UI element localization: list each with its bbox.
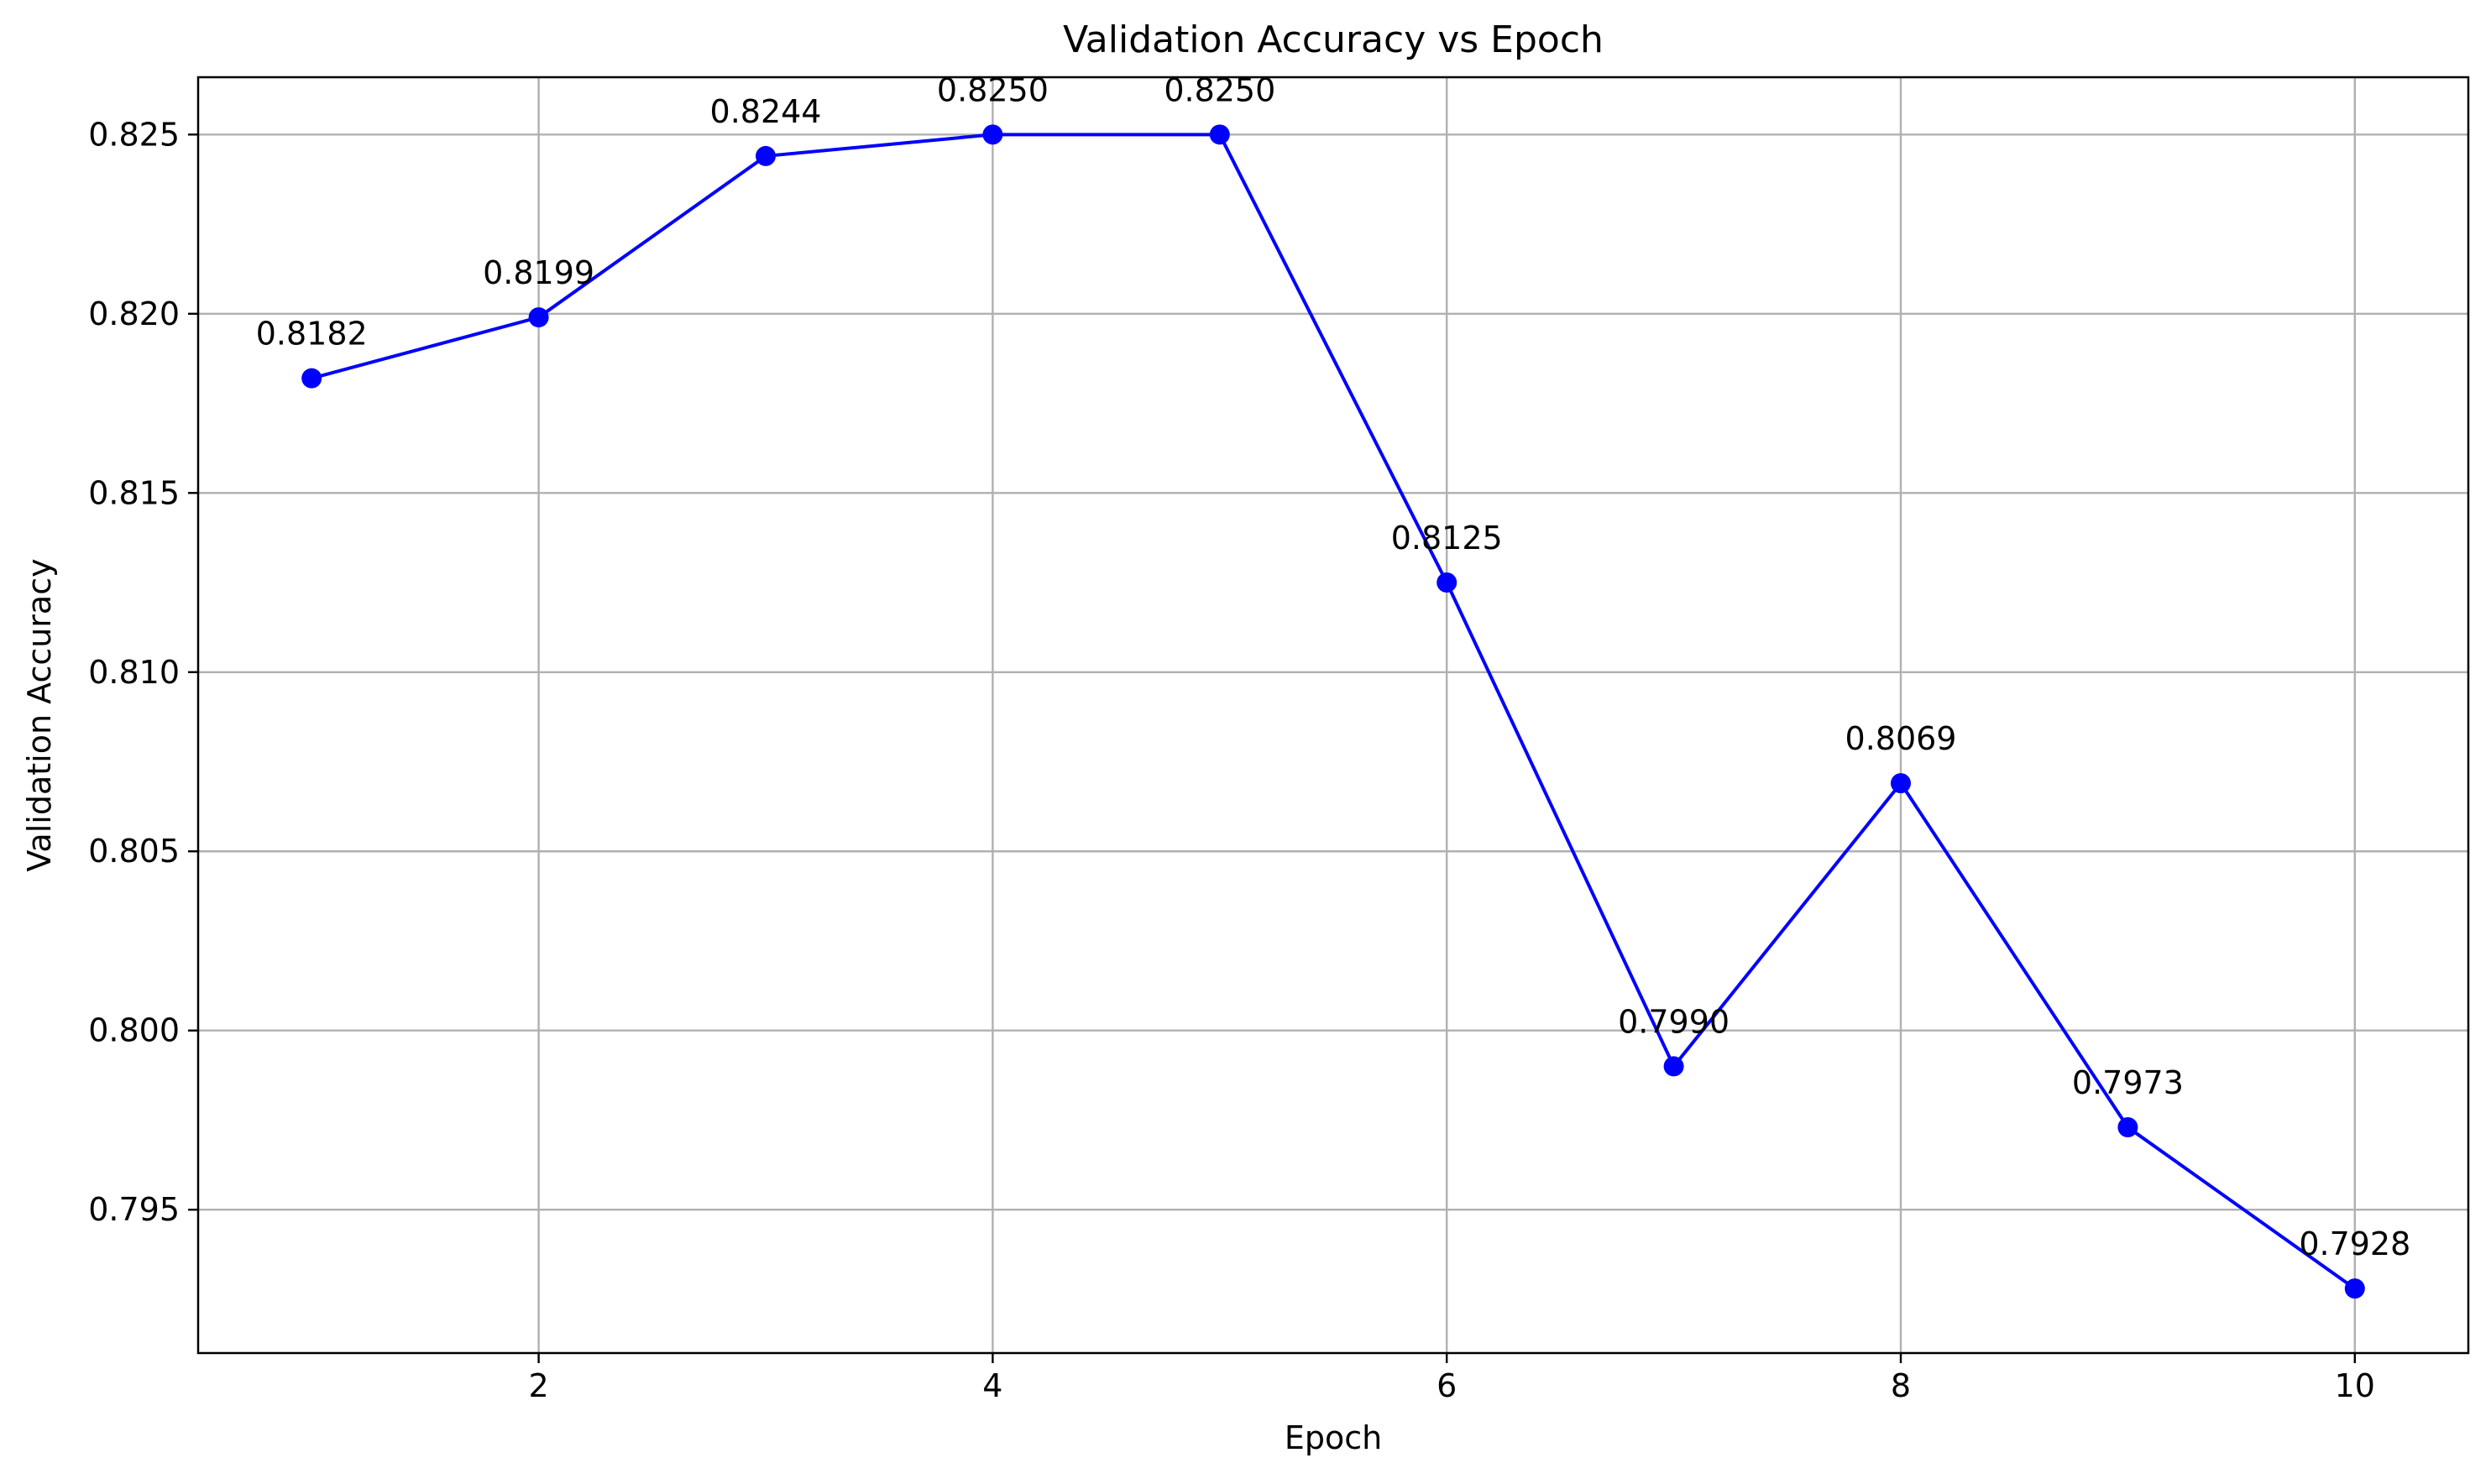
data-point <box>301 368 322 389</box>
data-point <box>2117 1117 2138 1138</box>
data-point <box>756 145 776 166</box>
data-point <box>2344 1278 2365 1299</box>
x-axis-label: Epoch <box>1285 1419 1382 1456</box>
y-tick-label: 0.805 <box>88 833 180 870</box>
data-point <box>1209 124 1230 145</box>
data-point <box>528 307 549 328</box>
x-tick-label: 2 <box>529 1367 549 1404</box>
y-axis-label: Validation Accuracy <box>21 558 58 871</box>
y-tick-label: 0.815 <box>88 474 180 511</box>
data-label: 0.8244 <box>710 93 822 130</box>
data-point <box>982 124 1003 145</box>
y-tick-label: 0.800 <box>88 1012 180 1049</box>
data-label: 0.7973 <box>2072 1064 2184 1101</box>
axis-ticks: 2 4 6 8 10 0.795 0.800 0.805 0.810 0.815 0.820 0.82… <box>88 116 2375 1404</box>
data-label: 0.7928 <box>2299 1225 2410 1262</box>
x-tick-label: 10 <box>2335 1367 2375 1404</box>
data-point <box>1663 1056 1684 1077</box>
data-label: 0.7990 <box>1618 1003 1730 1040</box>
data-label: 0.8182 <box>256 316 368 353</box>
data-point <box>1437 572 1457 593</box>
x-tick-label: 8 <box>1891 1367 1911 1404</box>
y-tick-label: 0.810 <box>88 654 180 691</box>
y-tick-label: 0.825 <box>88 116 180 153</box>
x-tick-label: 4 <box>982 1367 1002 1404</box>
data-label: 0.8125 <box>1391 520 1503 556</box>
y-tick-label: 0.795 <box>88 1191 180 1228</box>
chart-title: Validation Accuracy vs Epoch <box>1063 18 1604 61</box>
y-tick-label: 0.820 <box>88 295 180 332</box>
data-label: 0.8199 <box>483 254 594 291</box>
grid <box>198 77 2468 1353</box>
series-layer <box>301 124 2365 1299</box>
x-tick-label: 6 <box>1437 1367 1457 1404</box>
plot-frame <box>196 76 2470 1355</box>
data-label: 0.8069 <box>1845 720 1957 757</box>
series-line <box>311 133 2356 1290</box>
data-point <box>1891 773 1911 794</box>
